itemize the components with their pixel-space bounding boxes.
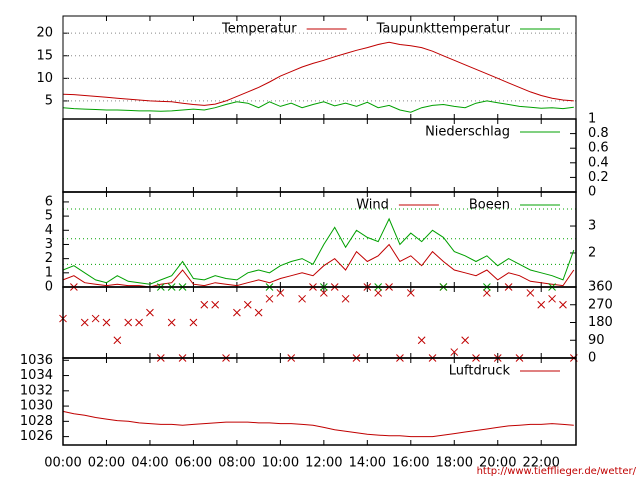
- marker: [167, 318, 176, 327]
- y-tick-label: 0: [45, 280, 53, 295]
- x-tick-label: 14:00: [349, 456, 386, 471]
- marker: [374, 289, 383, 297]
- marker: [254, 308, 263, 317]
- marker: [483, 289, 491, 297]
- x-tick-label: 02:00: [88, 456, 125, 471]
- y2-tick-label: 0.4: [588, 155, 609, 170]
- y2-tick-label: 0.2: [588, 170, 609, 185]
- y2-tick-label: 0.6: [588, 141, 609, 156]
- y2-tick-label: 0: [588, 185, 596, 200]
- legend-label: Niederschlag: [425, 125, 510, 140]
- marker: [91, 314, 100, 323]
- marker: [124, 318, 133, 327]
- y-tick-label: 4: [45, 223, 53, 238]
- marker: [243, 300, 252, 309]
- legend-label: Luftdruck: [449, 364, 511, 379]
- y-tick-label: 20: [36, 26, 53, 41]
- y-tick-label: 15: [36, 48, 53, 63]
- marker: [406, 289, 415, 297]
- marker: [211, 300, 220, 309]
- marker: [233, 308, 241, 317]
- marker: [559, 300, 567, 309]
- x-tick-label: 08:00: [218, 456, 255, 471]
- panel-frame: [62, 286, 577, 359]
- x-tick-label: 04:00: [131, 456, 168, 471]
- y2-tick-label: 0: [588, 351, 596, 366]
- marker: [276, 289, 285, 297]
- marker: [113, 336, 122, 345]
- x-tick-label: 22:00: [522, 456, 559, 471]
- y-tick-label: 1034: [20, 368, 53, 383]
- marker: [341, 294, 350, 303]
- marker: [146, 308, 154, 317]
- series-line: [62, 100, 574, 113]
- y-tick-label: 5: [45, 209, 53, 224]
- panel-frame: [62, 357, 577, 446]
- x-tick-label: 20:00: [479, 456, 516, 471]
- marker: [135, 318, 143, 327]
- footer-url: http://www.tiefflieger.de/wetter/: [477, 466, 637, 477]
- marker: [526, 289, 535, 297]
- x-tick-label: 06:00: [175, 456, 212, 471]
- marker: [80, 318, 89, 327]
- x-tick-label: 10:00: [262, 456, 299, 471]
- legend-label: Taupunkttemperatur: [376, 22, 511, 37]
- marker: [189, 318, 198, 327]
- y2-tick-label: 180: [588, 315, 613, 330]
- marker: [537, 300, 546, 309]
- legend-label: Boeen: [469, 198, 510, 213]
- y-tick-label: 5: [45, 93, 53, 108]
- marker: [200, 300, 209, 309]
- marker: [450, 348, 459, 356]
- series-line: [62, 217, 575, 285]
- x-tick-label: 18:00: [436, 456, 473, 471]
- marker: [265, 294, 274, 303]
- y2-tick-label: 90: [588, 333, 605, 348]
- y-tick-label: 6: [45, 194, 53, 209]
- x-tick-label: 16:00: [392, 456, 429, 471]
- y-tick-label: 2: [45, 251, 53, 266]
- y-tick-label: 1036: [20, 353, 53, 368]
- y-tick-label: 1030: [20, 399, 53, 414]
- y2-tick-label: 3: [588, 219, 596, 234]
- marker: [461, 336, 469, 345]
- y-tick-label: 1026: [20, 429, 53, 444]
- marker: [319, 289, 328, 297]
- marker: [298, 294, 306, 303]
- y2-tick-label: 1: [588, 112, 596, 127]
- y-tick-label: 1028: [20, 414, 53, 429]
- legend-label: Wind: [356, 198, 389, 213]
- marker: [548, 294, 556, 303]
- y2-tick-label: 360: [588, 280, 613, 295]
- marker: [417, 336, 426, 345]
- series-line: [62, 41, 574, 106]
- y-tick-label: 3: [45, 237, 53, 252]
- y2-tick-label: 2: [588, 245, 596, 260]
- legend-label: Temperatur: [221, 22, 297, 37]
- x-tick-label: 12:00: [305, 456, 342, 471]
- y2-tick-label: 270: [588, 297, 613, 312]
- y-tick-label: 1032: [20, 383, 53, 398]
- marker: [102, 318, 111, 327]
- y-tick-label: 1: [45, 265, 53, 280]
- series-line: [62, 410, 574, 438]
- y-tick-label: 10: [36, 71, 53, 86]
- y2-tick-label: 0.8: [588, 126, 609, 141]
- x-tick-label: 00:00: [44, 456, 81, 471]
